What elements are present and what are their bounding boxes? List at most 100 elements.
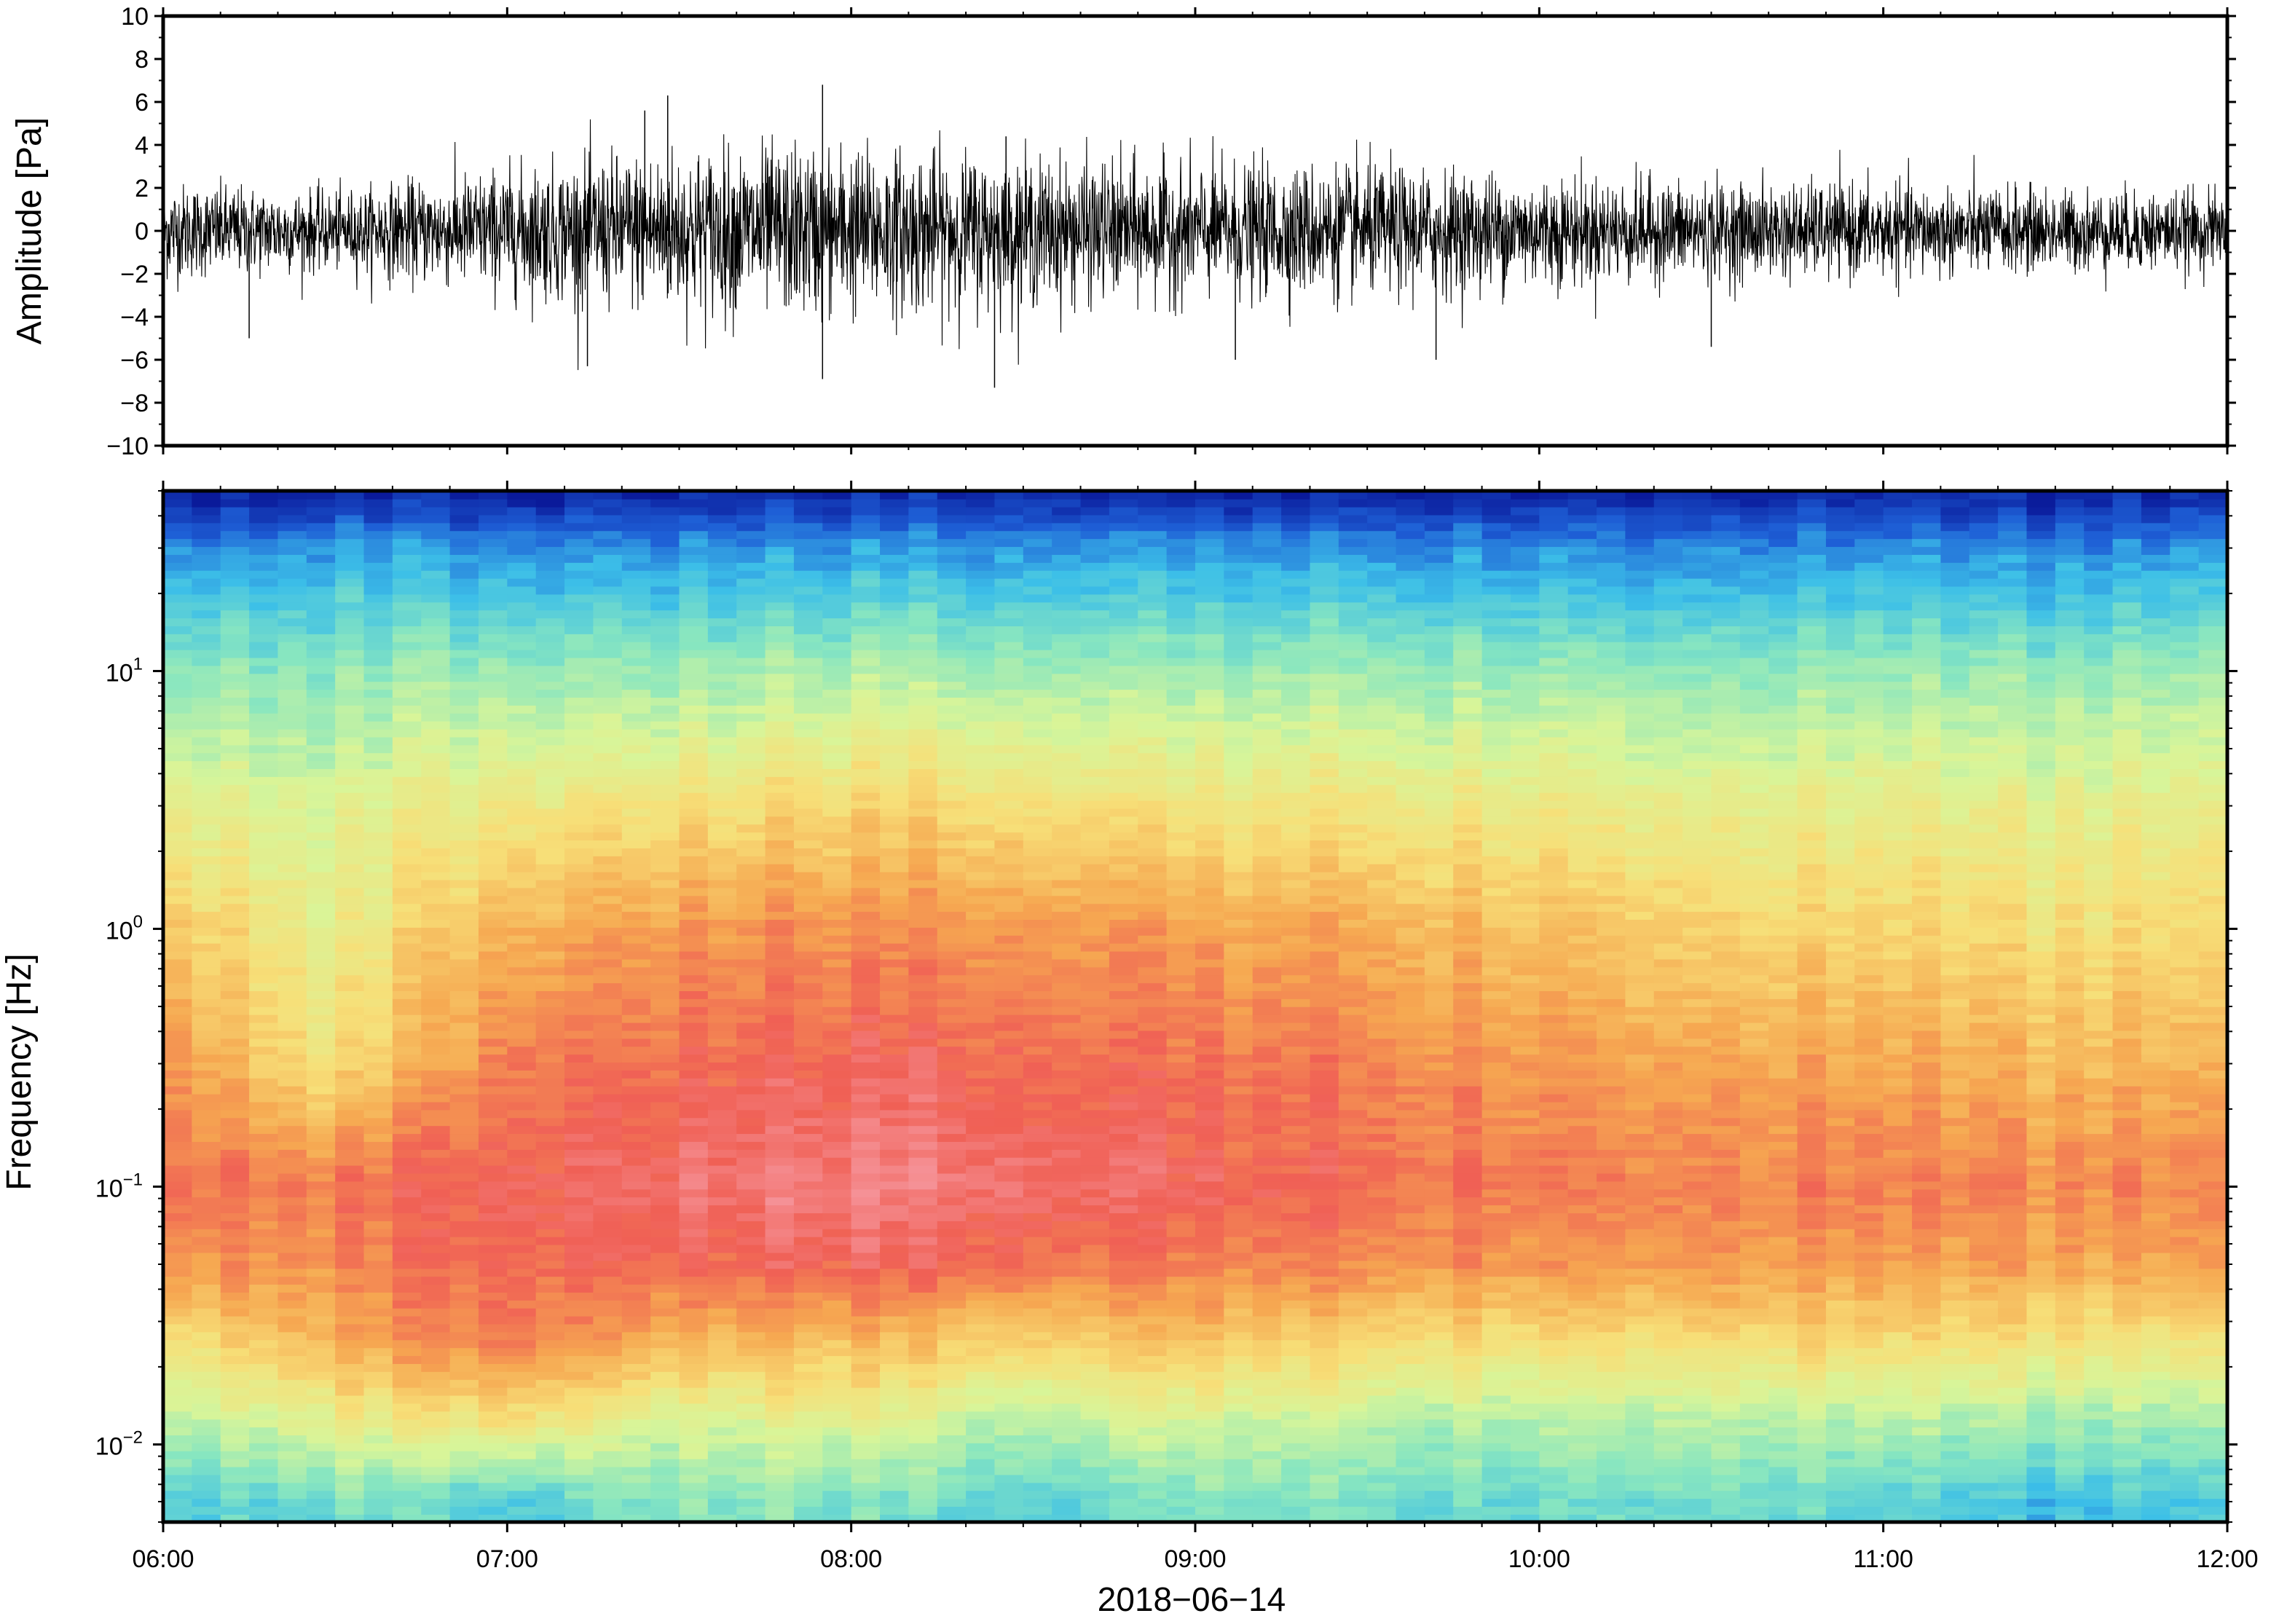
spectrogram-cell xyxy=(765,522,795,532)
spectrogram-cell xyxy=(966,1419,996,1428)
spectrogram-cell xyxy=(765,681,795,690)
spectrogram-cell xyxy=(736,800,766,809)
spectrogram-cell xyxy=(1052,816,1082,825)
spectrogram-cell xyxy=(1052,1038,1082,1047)
spectrogram-cell xyxy=(908,1197,938,1206)
spectrogram-cell xyxy=(1138,578,1168,587)
spectrogram-cell xyxy=(593,1323,623,1333)
spectrogram-cell xyxy=(793,1078,824,1087)
spectrogram-cell xyxy=(650,530,680,540)
spectrogram-cell xyxy=(822,903,852,912)
spectrogram-cell xyxy=(535,816,565,825)
spectrogram-cell xyxy=(793,800,824,809)
spectrogram-cell xyxy=(1166,1078,1196,1087)
spectrogram-cell xyxy=(220,1307,250,1317)
spectrogram-cell xyxy=(220,942,250,952)
spectrogram-cell xyxy=(392,1387,422,1396)
spectrogram-cell xyxy=(335,1133,365,1142)
spectrogram-cell xyxy=(621,1070,651,1079)
spectrogram-cell xyxy=(507,942,537,952)
spectrogram-cell xyxy=(1166,1197,1196,1206)
spectrogram-cell xyxy=(1195,1078,1225,1087)
spectrogram-cell xyxy=(679,554,709,563)
spectrogram-cell xyxy=(535,1221,565,1229)
spectrogram-cell xyxy=(650,1244,680,1253)
spectrogram-cell xyxy=(363,681,393,690)
spectrogram-cell xyxy=(1109,720,1139,730)
spectrogram-cell xyxy=(564,712,594,722)
spectrogram-cell xyxy=(478,1141,508,1150)
spectrogram-cell xyxy=(1080,1164,1110,1174)
spectrogram-cell xyxy=(335,895,365,904)
spectrogram-cell xyxy=(994,618,1024,626)
spectrogram-cell xyxy=(679,1054,709,1063)
spectrogram-cell xyxy=(363,1474,393,1483)
spectrogram-cell xyxy=(994,1189,1024,1198)
spectrogram-cell xyxy=(507,768,537,777)
spectrogram-cell xyxy=(392,1371,422,1380)
spectrogram-cell xyxy=(593,491,623,500)
spectrogram-cell xyxy=(1166,1450,1196,1459)
spectrogram-cell xyxy=(306,673,336,682)
spectrogram-cell xyxy=(163,1149,193,1158)
spectrogram-cell xyxy=(478,1236,508,1245)
spectrogram-cell xyxy=(564,1323,594,1333)
spectrogram-cell xyxy=(163,871,193,880)
spectrogram-cell xyxy=(535,840,565,848)
spectrogram-cell xyxy=(679,1164,709,1174)
spectrogram-cell xyxy=(765,1172,795,1182)
spectrogram-cell xyxy=(507,1284,537,1293)
spectrogram-cell xyxy=(1138,768,1168,777)
spectrogram-cell xyxy=(908,618,938,626)
spectrogram-cell xyxy=(478,554,508,563)
spectrogram-cell xyxy=(335,1307,365,1317)
spectrogram-cell xyxy=(392,626,422,634)
spectrogram-cell xyxy=(278,911,307,920)
spectrogram-cell xyxy=(736,1387,766,1396)
spectrogram-cell xyxy=(1109,871,1139,880)
spectrogram-cell xyxy=(736,602,766,611)
spectrogram-cell xyxy=(707,760,738,770)
spectrogram-cell xyxy=(163,879,193,888)
spectrogram-cell xyxy=(1023,610,1052,619)
spectrogram-cell xyxy=(507,927,537,936)
spectrogram-cell xyxy=(966,871,996,880)
spectrogram-cell xyxy=(822,1347,852,1357)
spectrogram-cell xyxy=(1195,578,1225,587)
spectrogram-cell xyxy=(363,1205,393,1213)
spectrogram-cell xyxy=(908,903,938,912)
spectrogram-cell xyxy=(220,1141,250,1150)
spectrogram-cell xyxy=(220,1355,250,1364)
spectrogram-cell xyxy=(392,610,422,619)
spectrogram-cell xyxy=(363,1244,393,1253)
spectrogram-cell xyxy=(908,1458,938,1467)
spectrogram-cell xyxy=(679,1443,709,1451)
spectrogram-cell xyxy=(192,728,221,738)
spectrogram-cell xyxy=(478,776,508,785)
spectrogram-cell xyxy=(1023,776,1052,785)
spectrogram-cell xyxy=(363,800,393,809)
spectrogram-cell xyxy=(449,958,479,968)
spectrogram-cell xyxy=(163,808,193,817)
spectrogram-cell xyxy=(220,1252,250,1261)
spectrogram-cell xyxy=(880,990,910,999)
spectrogram-cell xyxy=(736,752,766,762)
spectrogram-cell xyxy=(937,1141,967,1150)
spectrogram-cell xyxy=(392,856,422,864)
spectrogram-cell xyxy=(736,626,766,634)
spectrogram-cell xyxy=(1023,514,1052,524)
spectrogram-cell xyxy=(192,712,221,722)
spectrogram-cell xyxy=(392,1458,422,1467)
spectrogram-cell xyxy=(163,712,193,722)
spectrogram-cell xyxy=(621,1474,651,1483)
spectrogram-cell xyxy=(1138,1474,1168,1483)
spectrogram-cell xyxy=(851,776,881,785)
spectrogram-cell xyxy=(507,1180,537,1190)
spectrogram-cell xyxy=(421,784,451,793)
spectrogram-cell xyxy=(192,1125,221,1135)
spectrogram-cell xyxy=(363,808,393,817)
spectrogram-cell xyxy=(707,879,738,888)
spectrogram-cell xyxy=(793,1498,824,1507)
spectrogram-cell xyxy=(1224,808,1253,817)
spectrogram-cell xyxy=(564,626,594,634)
